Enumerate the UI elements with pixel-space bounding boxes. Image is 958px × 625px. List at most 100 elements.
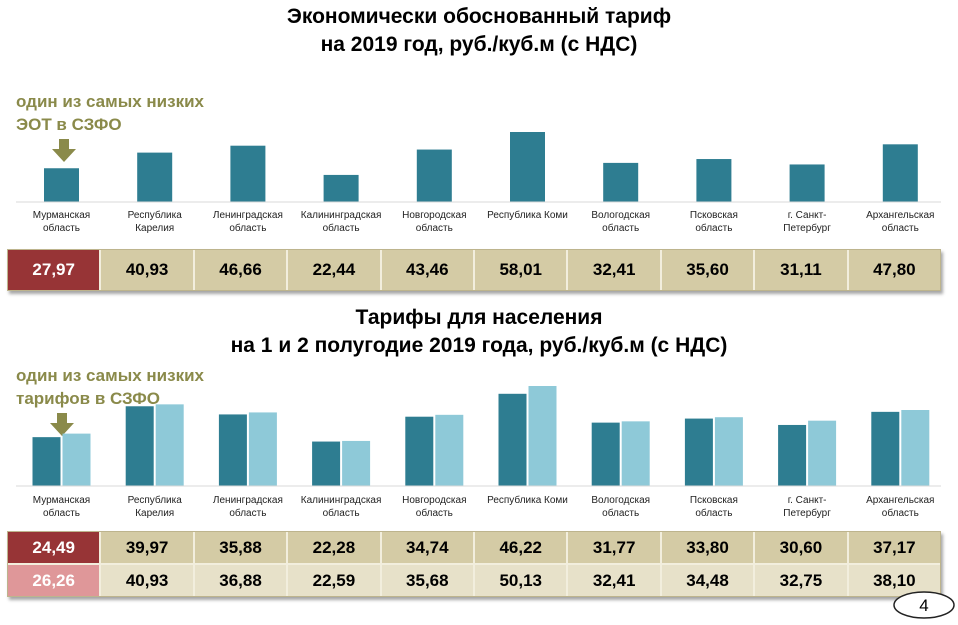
value-cell: 26,26 bbox=[8, 565, 100, 596]
chart2-title-line2: на 1 и 2 полугодие 2019 года, руб./куб.м… bbox=[230, 334, 728, 357]
chart1-bars: МурманскаяобластьРеспубликаКарелияЛенинг… bbox=[16, 132, 941, 234]
bar bbox=[218, 414, 247, 486]
category-label: Мурманская bbox=[33, 210, 90, 221]
value-cell: 46,66 bbox=[192, 250, 286, 290]
category-label: Вологодская bbox=[591, 210, 650, 221]
category-label: область bbox=[323, 222, 360, 234]
arrow-down-icon bbox=[52, 139, 76, 162]
chart2-value-row-h1: 24,49 39,97 35,88 22,28 34,74 46,22 31,77 33,80… bbox=[8, 532, 940, 565]
value-cell: 33,80 bbox=[659, 532, 753, 563]
bar bbox=[248, 412, 277, 486]
bar bbox=[32, 437, 61, 486]
category-label: область bbox=[882, 222, 919, 234]
value-cell: 39,97 bbox=[99, 532, 192, 563]
chart2-note: один из самых низких тарифов в СЗФО bbox=[16, 364, 204, 410]
category-label: область bbox=[416, 507, 453, 519]
category-label: Псковская bbox=[690, 495, 738, 506]
category-label: область bbox=[416, 222, 453, 234]
category-label: Республика Коми bbox=[487, 494, 568, 506]
chart1-title-line2: на 2019 год, руб./куб.м (с НДС) bbox=[320, 33, 638, 56]
category-label: Ленинградская bbox=[213, 495, 283, 506]
bar bbox=[312, 441, 341, 486]
page-number: 4 bbox=[919, 596, 928, 615]
value-cell: 32,41 bbox=[566, 565, 660, 596]
value-cell: 37,17 bbox=[846, 532, 940, 563]
bar bbox=[323, 174, 359, 202]
value-cell: 31,11 bbox=[753, 250, 846, 290]
category-label: Архангельская bbox=[866, 210, 934, 221]
value-cell: 35,60 bbox=[659, 250, 753, 290]
bar bbox=[603, 162, 639, 202]
bar bbox=[62, 433, 91, 486]
bar bbox=[621, 421, 650, 486]
chart1-value-table: 27,97 40,93 46,66 22,44 43,46 58,01 32,41 35,60… bbox=[7, 249, 941, 291]
bar bbox=[416, 149, 452, 202]
value-cell: 34,48 bbox=[659, 565, 754, 596]
bar bbox=[778, 424, 807, 486]
category-label: область bbox=[695, 507, 732, 519]
value-cell: 30,60 bbox=[753, 532, 846, 563]
bar bbox=[435, 414, 464, 486]
value-cell: 31,77 bbox=[566, 532, 659, 563]
category-label: Карелия bbox=[135, 508, 174, 519]
value-cell: 32,75 bbox=[753, 565, 847, 596]
category-label: Псковская bbox=[690, 210, 738, 221]
value-cell: 22,44 bbox=[286, 250, 379, 290]
category-label: Республика bbox=[128, 209, 183, 221]
value-cell: 47,80 bbox=[846, 250, 940, 290]
bar bbox=[405, 416, 434, 486]
category-label: Петербург bbox=[783, 222, 831, 234]
value-cell: 35,68 bbox=[379, 565, 474, 596]
category-label: Новгородская bbox=[402, 210, 466, 221]
bar bbox=[696, 159, 732, 202]
bar bbox=[684, 418, 713, 486]
value-cell: 22,59 bbox=[286, 565, 380, 596]
bar bbox=[871, 411, 900, 486]
category-label: Республика bbox=[128, 494, 183, 506]
category-label: Калининградская bbox=[301, 210, 382, 221]
chart1-note-line2: ЭОТ в СЗФО bbox=[16, 115, 122, 134]
chart2-title: Тарифы для населения на 1 и 2 полугодие … bbox=[0, 304, 958, 360]
category-label: Калининградская bbox=[301, 495, 382, 506]
chart1-note: один из самых низких ЭОТ в СЗФО bbox=[16, 90, 204, 136]
chart1-title: Экономически обоснованный тариф на 2019 … bbox=[0, 3, 958, 59]
page-number-badge: 4 bbox=[893, 591, 955, 619]
bar bbox=[342, 440, 371, 486]
value-cell: 46,22 bbox=[473, 532, 566, 563]
chart2-note-line2: тарифов в СЗФО bbox=[16, 389, 161, 408]
chart2-bars: Мурманская область Республика Карелия Ленинг… bbox=[16, 386, 941, 519]
bar bbox=[510, 132, 545, 202]
value-cell: 36,88 bbox=[192, 565, 287, 596]
bar bbox=[808, 420, 837, 486]
category-label: Петербург bbox=[783, 507, 831, 519]
category-label: Архангельская bbox=[866, 495, 934, 506]
category-label: область bbox=[229, 507, 266, 519]
value-cell: 34,74 bbox=[379, 532, 473, 563]
category-label: Мурманская bbox=[33, 495, 90, 506]
category-label: область bbox=[695, 222, 732, 234]
bar bbox=[137, 152, 173, 202]
value-cell: 58,01 bbox=[473, 250, 566, 290]
value-cell: 50,13 bbox=[473, 565, 567, 596]
chart1-note-line1: один из самых низких bbox=[16, 92, 204, 111]
category-label: Вологодская bbox=[591, 495, 650, 506]
value-cell: 27,97 bbox=[8, 250, 100, 290]
bar bbox=[591, 422, 620, 486]
arrow-down-icon bbox=[50, 413, 74, 436]
category-label: область bbox=[43, 222, 80, 234]
value-cell: 32,41 bbox=[566, 250, 659, 290]
chart1-value-row: 27,97 40,93 46,66 22,44 43,46 58,01 32,41 35,60… bbox=[8, 250, 940, 290]
category-label: Новгородская bbox=[402, 495, 466, 506]
chart2-note-line1: один из самых низких bbox=[16, 366, 204, 385]
category-label: г. Санкт- bbox=[788, 210, 827, 221]
chart2-value-table: 24,49 39,97 35,88 22,28 34,74 46,22 31,77 33,80… bbox=[7, 531, 941, 597]
bar bbox=[789, 164, 825, 202]
chart2-title-line1: Тарифы для населения bbox=[355, 306, 603, 329]
category-label: область bbox=[323, 507, 360, 519]
chart1-title-line1: Экономически обоснованный тариф bbox=[286, 5, 672, 28]
bar bbox=[901, 409, 930, 486]
category-label: Республика Коми bbox=[487, 209, 568, 221]
bar bbox=[498, 393, 527, 486]
category-label: область bbox=[602, 222, 639, 234]
bar bbox=[714, 417, 743, 486]
